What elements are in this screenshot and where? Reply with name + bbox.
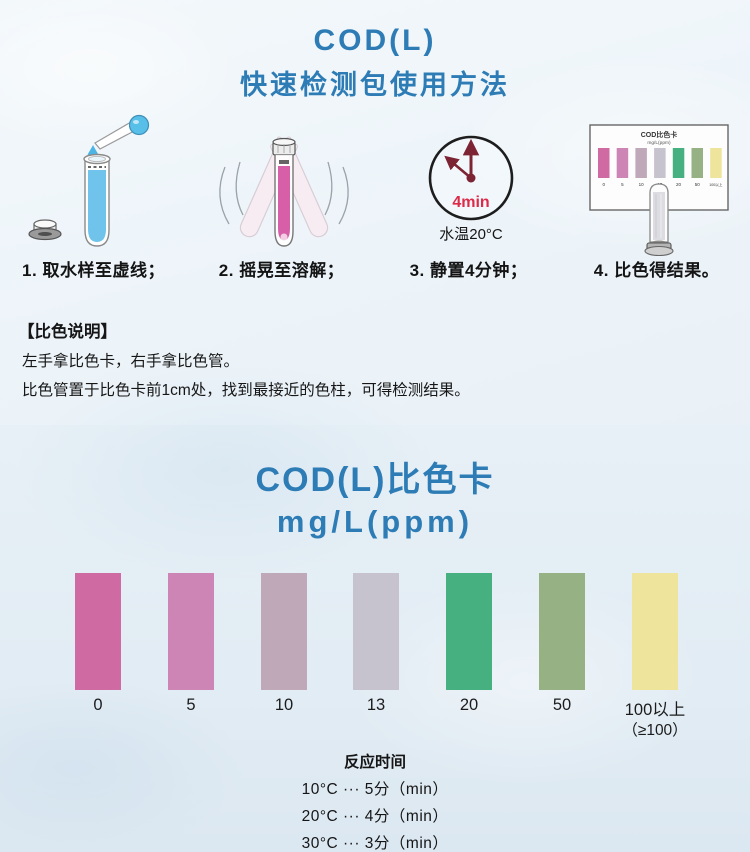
capped-test-tube-icon	[272, 137, 296, 247]
swatch-col-2: 10	[261, 573, 307, 714]
swatch-col-0: 0	[75, 573, 121, 714]
step2-shake-illustration	[219, 136, 349, 247]
dropper-icon	[94, 114, 150, 150]
comparison-tube-icon	[644, 183, 674, 257]
reaction-time-heading: 反应时间	[343, 754, 406, 771]
color-card-title: COD(L)比色卡	[255, 461, 495, 499]
color-swatch	[539, 573, 585, 690]
reaction-time-block: 反应时间 10°C ··· 5分（min） 20°C ··· 4分（min） 3…	[0, 750, 750, 852]
swatch-label: 100以上	[624, 701, 686, 719]
swatch-col-4: 20	[446, 573, 492, 714]
swatch-col-3: 13	[353, 573, 399, 714]
note-line-2: 比色管置于比色卡前1cm处，找到最接近的色柱，可得检测结果。	[22, 382, 470, 399]
water-temp-label: 水温20°C	[439, 226, 503, 243]
swatch-label: 20	[459, 696, 479, 714]
color-swatch	[168, 573, 214, 690]
color-swatch	[261, 573, 307, 690]
color-swatch	[353, 573, 399, 690]
header: COD(L) 快速检测包使用方法	[0, 24, 750, 102]
svg-text:10: 10	[639, 182, 645, 187]
clock-icon: 4min	[428, 135, 514, 221]
mini-card-title: COD比色卡	[641, 130, 678, 139]
swatch-label: 13	[366, 696, 386, 714]
swatch-col-1: 5	[168, 573, 214, 714]
color-swatch	[632, 573, 678, 690]
color-card-subtitle: mg/L(ppm)	[276, 504, 474, 539]
page-title: COD(L)	[313, 24, 437, 57]
mini-swatches	[598, 148, 722, 178]
swatch-label: 50	[552, 696, 572, 714]
color-swatch	[446, 573, 492, 690]
reaction-time-row-30c: 30°C ··· 3分（min）	[301, 835, 449, 852]
tube-label-mark	[279, 160, 289, 164]
step3-clock-illustration: 4min 水温20°C	[428, 135, 514, 243]
svg-text:20: 20	[676, 182, 682, 187]
swatch-col-5: 50	[539, 573, 585, 714]
page-subtitle: 快速检测包使用方法	[240, 70, 510, 100]
step1-sample-illustration	[28, 114, 150, 247]
step4-caption: 4. 比色得结果。	[593, 261, 720, 280]
swatch-label: 5	[186, 696, 196, 714]
svg-text:5: 5	[621, 182, 624, 187]
swatch-label: 10	[274, 696, 294, 714]
step1-caption: 1. 取水样至虚线；	[22, 261, 165, 280]
color-card-header: COD(L)比色卡 mg/L(ppm)	[0, 452, 750, 540]
color-swatch	[75, 573, 121, 690]
test-tube-icon	[83, 153, 111, 247]
shake-motion-lines	[219, 161, 349, 225]
step4-compare-illustration: COD比色卡 mg/L(ppm) 0 5 10 13 20 50 100以上	[589, 124, 729, 257]
step3-caption: 3. 静置4分钟；	[409, 261, 528, 280]
colorimetric-note: 【比色说明】 左手拿比色卡，右手拿比色管。 比色管置于比色卡前1cm处，找到最接…	[18, 318, 718, 400]
swatch-sublabel: （≥100）	[622, 722, 688, 739]
svg-text:0: 0	[602, 182, 605, 187]
note-line-1: 左手拿比色卡，右手拿比色管。	[22, 353, 240, 370]
reaction-time-row-10c: 10°C ··· 5分（min）	[301, 781, 449, 798]
note-heading: 【比色说明】	[18, 323, 117, 341]
hour-hand	[444, 155, 472, 179]
mini-card-subtitle: mg/L(ppm)	[647, 140, 671, 146]
step2-caption: 2. 摇晃至溶解；	[218, 261, 345, 280]
swatch-col-6: 100以上 （≥100）	[622, 573, 688, 739]
clock-duration-label: 4min	[452, 194, 489, 211]
color-scale: 0 5 10 13 20 50 100以上 （≥100）	[0, 573, 750, 743]
reaction-time-row-20c: 20°C ··· 4分（min）	[301, 808, 449, 825]
swatch-label: 0	[93, 696, 103, 714]
svg-text:50: 50	[695, 182, 701, 187]
svg-text:100以上: 100以上	[709, 182, 723, 187]
tube-cap-icon	[28, 219, 62, 241]
step-captions: 1. 取水样至虚线； 2. 摇晃至溶解； 3. 静置4分钟； 4. 比色得结果。	[0, 256, 750, 284]
